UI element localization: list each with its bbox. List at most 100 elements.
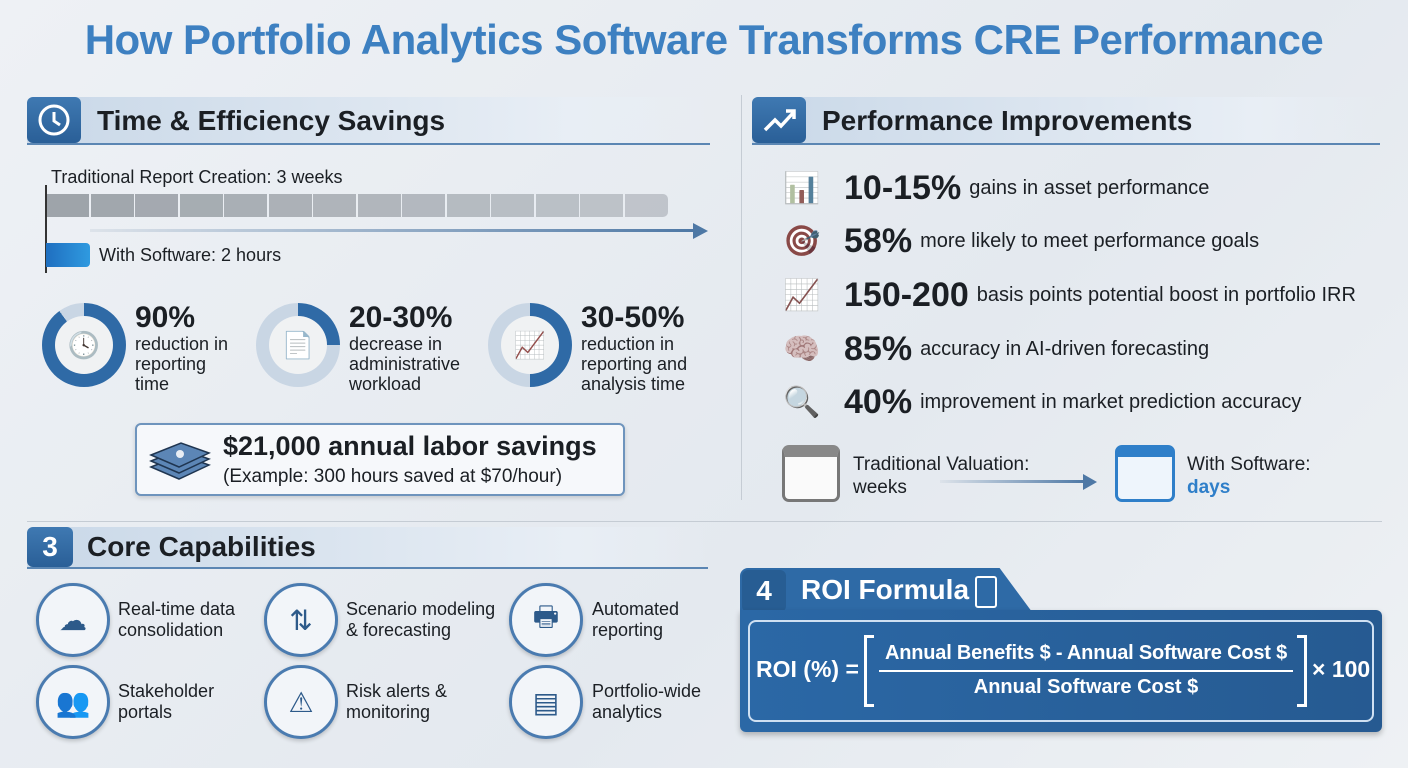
savings-box: $21,000 annual labor savings (Example: 3… <box>135 423 625 496</box>
performance-value: 58% <box>844 222 913 261</box>
clock-icon: 🕓 <box>55 316 113 374</box>
performance-value: 85% <box>844 329 913 368</box>
calendar-icon <box>1115 445 1175 502</box>
section-title: Performance Improvements <box>822 105 1193 136</box>
label-line: Risk alerts & <box>346 681 448 701</box>
stat-desc-line: reduction in <box>135 334 229 354</box>
performance-item: 📊 10-15% gains in asset performance <box>783 168 1209 208</box>
capability-label: Portfolio-wide analytics <box>592 681 701 723</box>
clock-icon <box>27 97 81 143</box>
software-label: With Software: 2 hours <box>99 245 282 265</box>
label-line: monitoring <box>346 702 431 722</box>
stat-desc-line: reporting <box>135 354 207 374</box>
label-line: Stakeholder <box>118 681 215 701</box>
bracket-left <box>864 635 874 707</box>
label-line: analytics <box>592 702 663 722</box>
label-line: Traditional Valuation: <box>853 454 1030 475</box>
performance-text: more likely to meet performance goals <box>920 230 1260 253</box>
stat-text: 30-50% reduction in reporting and analysis … <box>581 301 688 395</box>
formula-denominator: Annual Software Cost $ <box>973 676 1199 698</box>
time-segment <box>135 194 178 217</box>
formula-lhs: ROI (%) = <box>756 656 859 682</box>
section-title: Time & Efficiency Savings <box>97 105 446 136</box>
performance-value: 150-200 <box>844 275 969 314</box>
performance-text: improvement in market prediction accurac… <box>920 391 1302 414</box>
formula-frame <box>748 620 1374 722</box>
stat-donut: 🕓 <box>42 303 126 387</box>
time-segment <box>46 194 89 217</box>
label-line: Real-time data <box>118 599 236 619</box>
arrow-head-icon <box>1083 474 1097 490</box>
stat-desc-line: administrative <box>349 354 461 374</box>
stat-desc-line: reporting and <box>581 354 688 374</box>
time-segment <box>90 194 134 217</box>
performance-item: 🎯 58% more likely to meet performance goal… <box>783 222 1259 262</box>
time-segment <box>179 194 223 217</box>
growth-chart-icon: 📈 <box>783 278 821 312</box>
stat-desc-line: workload <box>349 374 422 394</box>
timeline-axis <box>45 185 47 273</box>
time-section-header: Time & Efficiency Savings <box>27 97 710 145</box>
timeline-arrow <box>90 229 695 232</box>
traditional-valuation-label: Traditional Valuation: weeks <box>853 453 1029 499</box>
performance-value: 10-15% <box>844 168 962 207</box>
bar-chart-icon: 📊 <box>783 171 821 205</box>
capability-label: Risk alerts & monitoring <box>346 681 447 723</box>
section-number: 4 <box>742 570 786 612</box>
cloud-network-icon: ☁ <box>36 583 110 657</box>
stat-desc-line: analysis time <box>581 374 686 394</box>
performance-item: 📈 150-200 basis points potential boost in … <box>783 275 1356 315</box>
performance-value: 40% <box>844 383 913 422</box>
section-title: ROI Formula <box>801 574 970 605</box>
stat-desc-line: reduction in <box>581 334 675 354</box>
time-segment <box>224 194 267 217</box>
label-line: reporting <box>592 620 664 640</box>
performance-text: gains in asset performance <box>969 176 1210 199</box>
split-arrows-icon: ⇅ <box>264 583 338 657</box>
stat-desc-line: time <box>135 374 170 394</box>
dashboard-icon: ▤ <box>509 665 583 739</box>
label-line: With Software: <box>1187 454 1311 475</box>
software-bar <box>46 243 90 267</box>
valuation-arrow <box>940 480 1085 483</box>
time-segment <box>402 194 445 217</box>
time-segment <box>357 194 401 217</box>
label-line: & forecasting <box>346 620 452 640</box>
section-number: 3 <box>27 527 73 567</box>
stat-value: 20-30% <box>349 301 453 334</box>
label-line: Portfolio-wide <box>592 681 702 701</box>
capability-label: Stakeholder portals <box>118 681 214 723</box>
arrow-head-icon <box>693 223 708 239</box>
time-segment <box>491 194 534 217</box>
savings-title: $21,000 annual labor savings <box>223 431 597 461</box>
shield-alert-icon: ⚠ <box>264 665 338 739</box>
time-segment <box>624 194 668 217</box>
document-icon: 📄 <box>269 316 327 374</box>
trend-up-icon <box>752 97 806 143</box>
time-segment <box>268 194 312 217</box>
vertical-divider <box>741 95 742 500</box>
target-icon: 🎯 <box>783 225 821 259</box>
label-line: Scenario modeling <box>346 599 496 619</box>
users-portal-icon: 👥 <box>36 665 110 739</box>
presentation-chart-icon: 📈 <box>501 316 559 374</box>
money-stack-icon <box>149 437 211 483</box>
label-line: weeks <box>853 477 907 498</box>
stat-value: 30-50% <box>581 301 685 334</box>
performance-section-header: Performance Improvements <box>752 97 1380 145</box>
software-valuation-label: With Software: days <box>1187 453 1311 499</box>
roi-panel: ROI (%) = Annual Benefits $ - Annual Sof… <box>740 610 1382 732</box>
capability-label: Real-time data consolidation <box>118 599 235 641</box>
calendar-icon <box>782 445 840 502</box>
formula-numerator: Annual Benefits $ - Annual Software Cost… <box>884 642 1288 664</box>
capability-label: Automated reporting <box>592 599 679 641</box>
stat-desc-line: decrease in <box>349 334 443 354</box>
page-title: How Portfolio Analytics Software Transfo… <box>84 16 1324 63</box>
stat-donut: 📈 <box>488 303 572 387</box>
capability-label: Scenario modeling & forecasting <box>346 599 495 641</box>
performance-item: 🔍 40% improvement in market prediction acc… <box>783 383 1301 423</box>
magnifier-chart-icon: 🔍 <box>783 386 821 420</box>
label-line: portals <box>118 702 173 722</box>
stat-text: 90% reduction in reporting time <box>135 302 229 395</box>
printer-icon: 🖶 <box>509 583 583 657</box>
